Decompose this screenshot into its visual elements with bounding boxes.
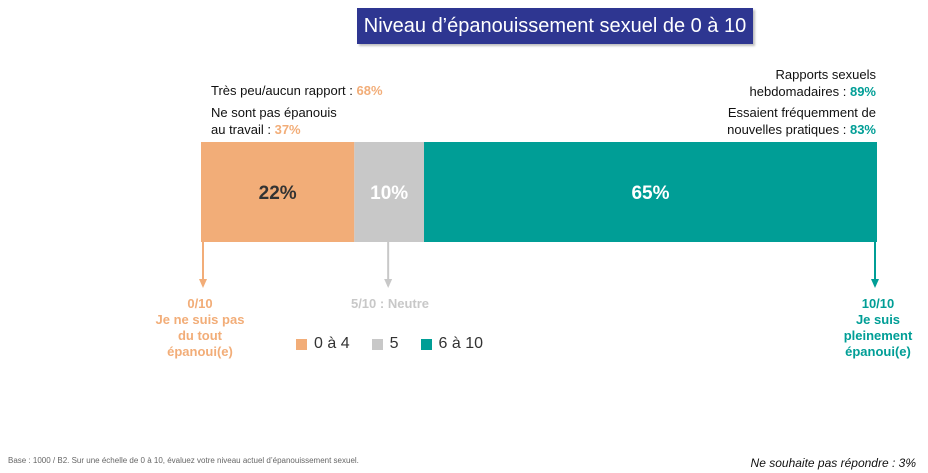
note-not-fulfilled-work-value: 37% [274, 122, 301, 137]
scale-label-max-line2: Je suis [855, 312, 901, 327]
legend-label-low: 0 à 4 [314, 335, 350, 352]
scale-label-max-line1: 10/10 [861, 296, 895, 311]
scale-label-min-line3: du tout [177, 328, 223, 343]
note-not-fulfilled-work-line2: au travail : [211, 122, 275, 137]
bar-segment-0 [201, 142, 355, 242]
note-new-practices-line1: Essaient fréquemment de [727, 105, 876, 120]
bar-segment-1 [354, 142, 425, 242]
legend-swatch-low [296, 338, 307, 350]
legend-item-high: 6 à 10 [420, 335, 483, 353]
legend-label-neutral: 5 [389, 335, 399, 352]
note-weekly-intercourse-value: 89% [849, 84, 876, 99]
scale-arrow-neutral [384, 242, 393, 288]
legend-item-low: 0 à 4 [296, 335, 350, 353]
scale-label-min-line1: 0/10 [187, 296, 213, 311]
note-not-fulfilled-work-line1: Ne sont pas épanouis [211, 105, 337, 120]
footnote: Base : 1000 / B2. Sur une échelle de 0 à… [8, 456, 359, 465]
note-few-intercourse: Très peu/aucun rapport : 68% [211, 82, 383, 99]
note-not-fulfilled-work: Ne sont pas épanouis au travail : 37% [211, 104, 337, 138]
bar-label-1: 10% [370, 183, 408, 204]
note-weekly-intercourse-line2: hebdomadaires : [749, 84, 850, 99]
note-new-practices: Essaient fréquemment de nouvelles pratiq… [727, 104, 876, 138]
scale-label-neutral-text: 5/10 : Neutre [350, 296, 430, 311]
chart-title: Niveau d’épanouissement sexuel de 0 à 10 [357, 8, 753, 44]
note-few-intercourse-text: Très peu/aucun rapport : [211, 83, 357, 98]
note-new-practices-line2: nouvelles pratiques : [727, 122, 850, 137]
no-answer-note: Ne souhaite pas répondre : 3% [750, 456, 916, 470]
scale-label-max-line4: épanoui(e) [845, 344, 911, 359]
scale-arrow-min [199, 242, 207, 288]
legend-swatch-high [420, 338, 432, 350]
scale-arrow-max [871, 242, 879, 288]
scale-label-neutral: 5/10 : Neutre [320, 296, 460, 312]
scale-label-max: 10/10 Je suis pleinement épanoui(e) [808, 296, 928, 360]
scale-label-min-line4: épanoui(e) [167, 344, 233, 359]
note-new-practices-value: 83% [849, 122, 876, 137]
scale-label-min: 0/10 Je ne suis pas du tout épanoui(e) [130, 296, 270, 360]
bar-label-2: 65% [631, 183, 669, 204]
bar-segment-2 [424, 142, 877, 242]
note-weekly-intercourse: Rapports sexuels hebdomadaires : 89% [750, 66, 876, 100]
legend-swatch-neutral [371, 338, 383, 350]
note-weekly-intercourse-line1: Rapports sexuels [775, 67, 876, 82]
stacked-bar-chart: 22% 10% 65% [199, 142, 879, 288]
scale-label-min-line2: Je ne suis pas [155, 312, 245, 327]
scale-label-max-line3: pleinement [843, 328, 913, 343]
legend-label-high: 6 à 10 [438, 335, 483, 352]
legend-item-neutral: 5 [371, 335, 399, 353]
note-few-intercourse-value: 68% [356, 83, 383, 98]
legend: 0 à 4 5 6 à 10 [296, 333, 505, 355]
bar-label-0: 22% [259, 183, 297, 204]
